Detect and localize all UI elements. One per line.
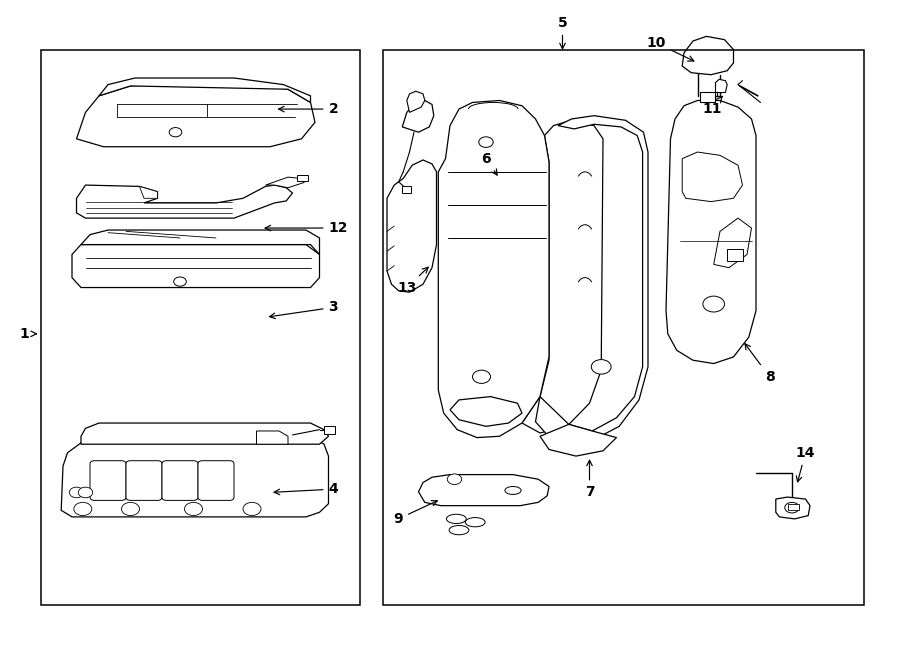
Text: 5: 5 [558, 16, 567, 49]
Bar [402, 186, 411, 193]
Polygon shape [540, 424, 617, 456]
Polygon shape [81, 230, 320, 254]
Circle shape [591, 360, 611, 374]
Circle shape [78, 487, 93, 498]
Polygon shape [522, 120, 603, 433]
Polygon shape [140, 186, 158, 198]
Circle shape [122, 502, 140, 516]
Polygon shape [682, 152, 742, 202]
Circle shape [169, 128, 182, 137]
Bar [40, 50, 360, 605]
Polygon shape [402, 100, 434, 132]
Ellipse shape [505, 486, 521, 494]
Circle shape [703, 296, 724, 312]
Bar [297, 175, 308, 181]
Circle shape [472, 370, 490, 383]
Polygon shape [81, 423, 328, 444]
Text: 1: 1 [20, 327, 36, 341]
Polygon shape [76, 83, 315, 147]
Circle shape [174, 277, 186, 286]
Circle shape [447, 474, 462, 485]
Polygon shape [61, 436, 328, 517]
Bar [727, 249, 743, 261]
Circle shape [74, 502, 92, 516]
FancyBboxPatch shape [198, 461, 234, 500]
FancyBboxPatch shape [126, 461, 162, 500]
Bar [788, 504, 799, 510]
Bar [324, 426, 335, 434]
FancyBboxPatch shape [90, 461, 126, 500]
Ellipse shape [446, 514, 466, 524]
Text: 7: 7 [585, 460, 594, 500]
Polygon shape [438, 100, 549, 438]
Polygon shape [666, 100, 756, 364]
Text: 13: 13 [397, 267, 428, 295]
Text: 12: 12 [266, 221, 348, 235]
Polygon shape [76, 185, 292, 218]
Circle shape [243, 502, 261, 516]
Ellipse shape [465, 518, 485, 527]
Circle shape [69, 487, 84, 498]
Text: 6: 6 [482, 151, 497, 175]
Polygon shape [266, 177, 304, 188]
Circle shape [479, 137, 493, 147]
Polygon shape [256, 431, 288, 444]
Text: 14: 14 [796, 446, 815, 482]
Circle shape [184, 502, 202, 516]
FancyBboxPatch shape [162, 461, 198, 500]
Polygon shape [450, 397, 522, 426]
Ellipse shape [449, 525, 469, 535]
Text: 4: 4 [274, 482, 338, 496]
Text: 3: 3 [270, 300, 338, 319]
Polygon shape [716, 79, 727, 93]
Bar [382, 50, 864, 605]
Text: 8: 8 [745, 344, 774, 384]
Polygon shape [714, 218, 752, 268]
Polygon shape [682, 36, 734, 75]
Text: 10: 10 [646, 36, 694, 61]
Polygon shape [387, 160, 436, 292]
Polygon shape [536, 116, 648, 443]
Polygon shape [418, 475, 549, 506]
Polygon shape [99, 78, 310, 102]
Text: 9: 9 [393, 500, 437, 526]
Bar [700, 92, 715, 102]
Text: 2: 2 [279, 102, 338, 116]
Polygon shape [72, 245, 320, 288]
Polygon shape [407, 91, 425, 112]
Polygon shape [776, 497, 810, 519]
Text: 11: 11 [702, 97, 722, 116]
Circle shape [785, 502, 799, 513]
